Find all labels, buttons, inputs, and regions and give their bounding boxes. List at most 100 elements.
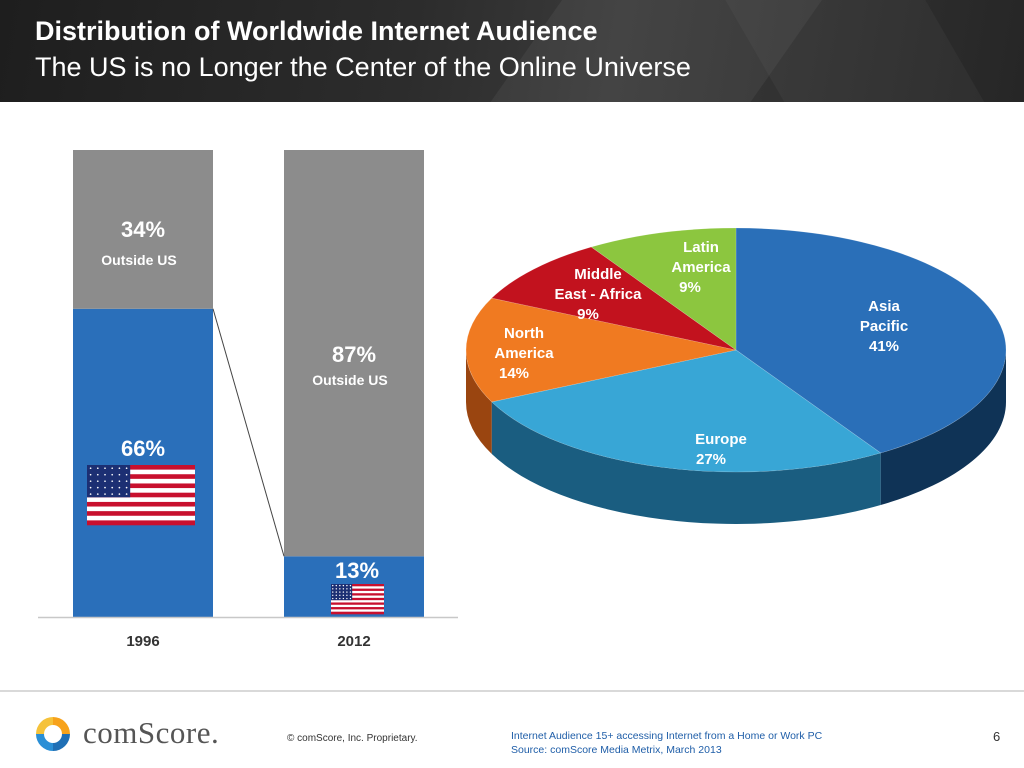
flag-star: [332, 591, 334, 593]
flag-star: [335, 584, 337, 587]
flag-stripe: [331, 609, 384, 612]
flag-star: [125, 493, 128, 495]
data-sublabel-outside-us-2012: Outside US: [312, 372, 387, 388]
flag-star: [125, 480, 128, 482]
flag-stripe: [87, 506, 195, 512]
comscore-logo: comScore.: [33, 712, 273, 752]
data-label-us-2012: 13%: [335, 558, 379, 583]
flag-star: [332, 588, 334, 590]
flag-stripe: [331, 607, 384, 610]
bar-chart: 1996 2012 34% Outside US 66% 87% Outside US 13%: [38, 150, 458, 650]
flag-star: [89, 467, 92, 470]
flag-star: [89, 486, 92, 489]
pie-slice-latin-america: [590, 227, 737, 351]
flag-star: [346, 597, 348, 600]
slide-title: Distribution of Worldwide Internet Audie…: [35, 16, 598, 46]
pie-side-walls: [466, 350, 1006, 524]
flag-star: [342, 594, 345, 597]
flag-star: [332, 584, 334, 587]
data-sublabel-outside-us-1996: Outside US: [101, 252, 176, 268]
flag-stripe: [87, 469, 195, 475]
flag-star: [342, 591, 345, 593]
flag-star: [104, 473, 106, 476]
flag-star: [104, 486, 106, 489]
flag-stripe: [331, 597, 384, 601]
flag-stripe: [331, 588, 384, 592]
flag-star: [349, 591, 352, 593]
flag-stripe: [87, 488, 195, 493]
pie-side-europe: [491, 401, 881, 524]
flag-star: [346, 594, 348, 597]
flag-star: [118, 467, 121, 470]
flag-star: [111, 473, 114, 476]
footnote-audience: Internet Audience 15+ accessing Internet…: [511, 730, 823, 742]
x-tick-label-1996: 1996: [126, 633, 159, 650]
flag-stripe: [87, 515, 195, 521]
flag-star: [125, 473, 128, 476]
pie-slice-north-america: [465, 297, 737, 403]
flag-stripe: [331, 600, 384, 603]
header-banner: Distribution of Worldwide Internet Audie…: [0, 0, 1024, 102]
flag-canton: [331, 584, 353, 601]
flag-stripe: [331, 595, 384, 599]
flag-star: [104, 493, 106, 495]
flag-canton: [87, 465, 131, 498]
flag-star: [332, 597, 334, 600]
flag-star: [339, 584, 341, 587]
flag-star: [335, 594, 337, 597]
bar-segment-outside-us-1996: [73, 150, 213, 309]
flag-star: [118, 473, 121, 476]
flag-stripe: [331, 590, 384, 594]
flag-star: [339, 594, 341, 597]
flag-star: [104, 480, 106, 482]
flag-star: [349, 584, 352, 587]
flag-star: [342, 584, 345, 587]
slice-value-north-america: 14%: [499, 365, 529, 382]
slice-value-europe: 27%: [696, 451, 726, 468]
flag-star: [96, 493, 99, 495]
slice-label-north-america: North: [504, 325, 544, 342]
flag-stripe: [87, 465, 195, 470]
pie-side-asia-pacific: [880, 350, 1006, 505]
flag-stripe: [87, 520, 195, 526]
flag-star: [118, 480, 121, 482]
flag-stripe: [87, 497, 195, 503]
slice-label-europe: Europe: [695, 431, 747, 448]
slice-label-middle-east-africa: Middle: [574, 266, 622, 283]
flag-star: [89, 473, 92, 476]
slice-label-latin-america: Latin: [683, 239, 719, 256]
flag-star: [111, 480, 114, 482]
slice-label-middle-east-africa: East - Africa: [555, 286, 643, 303]
flag-stripe: [331, 611, 384, 615]
flag-star: [335, 591, 337, 593]
flag-stripe: [87, 483, 195, 489]
flag-stripe: [331, 593, 384, 596]
flag-star: [96, 467, 99, 470]
flag-star: [339, 591, 341, 593]
flag-star: [125, 486, 128, 489]
slice-label-north-america: America: [494, 345, 554, 362]
comscore-logo-icon: [36, 717, 70, 751]
footer-divider: [0, 690, 1024, 692]
page-number: 6: [993, 729, 1001, 744]
flag-stripe: [87, 474, 195, 480]
flag-star: [111, 467, 114, 470]
slice-value-latin-america: 9%: [679, 279, 701, 296]
bar-segment-outside-us-2012: [284, 150, 424, 557]
flag-star: [104, 467, 106, 470]
data-label-outside-us-2012: 87%: [332, 342, 376, 367]
slice-label-asia-pacific: Asia: [868, 298, 900, 315]
flag-star: [335, 588, 337, 590]
flag-star: [89, 480, 92, 482]
data-label-outside-us-1996: 34%: [121, 217, 165, 242]
flag-star: [349, 594, 352, 597]
flag-star: [342, 588, 345, 590]
flag-star: [346, 584, 348, 587]
slice-label-asia-pacific: Pacific: [860, 318, 908, 335]
flag-stripe: [87, 511, 195, 517]
data-label-us-1996: 66%: [121, 436, 165, 461]
pie-slice-middle-east-africa: [491, 246, 737, 351]
copyright-text: © comScore, Inc. Proprietary.: [287, 733, 418, 744]
slide-subtitle: The US is no Longer the Center of the On…: [35, 52, 691, 82]
x-tick-label-2012: 2012: [337, 633, 370, 650]
